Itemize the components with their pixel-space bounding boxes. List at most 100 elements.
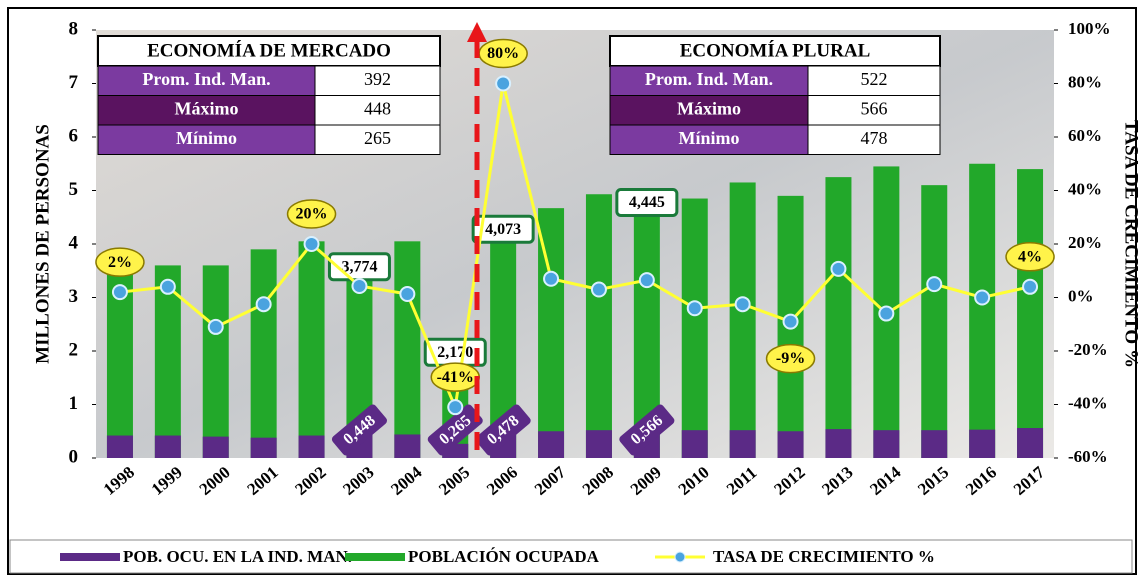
line-value-label: -9% [776, 350, 805, 367]
table-label-cell [97, 95, 316, 126]
bar [585, 430, 612, 458]
line-point [590, 281, 607, 298]
line-point [495, 75, 512, 92]
bar [969, 429, 996, 458]
bar [538, 431, 565, 458]
bar [202, 436, 229, 458]
annotation: 3,774 [341, 258, 377, 275]
y2-axis-title: TASA DE CRECIMIENTO % [1121, 120, 1142, 368]
y2-tick-label: -20% [1068, 340, 1108, 359]
table-value: 566 [861, 99, 888, 119]
bar [873, 430, 900, 458]
value-label-bubble [95, 247, 145, 277]
y-tick-label: 0 [69, 446, 79, 467]
line-point [878, 305, 895, 322]
bar [921, 430, 948, 458]
table-value: 392 [364, 69, 391, 89]
divider-arrow [467, 22, 487, 42]
bar-value-label: 0,448 [331, 404, 387, 456]
legend-marker [674, 551, 686, 563]
y2-tick-label: 80% [1068, 72, 1102, 91]
legend-swatch [60, 553, 120, 561]
table-label-cell [97, 65, 316, 96]
y-axis-title: MILLONES DE PERSONAS [32, 124, 53, 364]
table-title: ECONOMÍA DE MERCADO [147, 39, 391, 61]
y-tick-label: 3 [69, 286, 79, 307]
bar [154, 265, 181, 458]
line-point [830, 260, 847, 277]
line [119, 83, 1031, 413]
table-row-label: Mínimo [176, 128, 237, 148]
bar [729, 182, 756, 458]
label-box [475, 404, 531, 456]
y-tick-label: 8 [69, 18, 79, 39]
y2-tick-label: 100% [1068, 19, 1111, 38]
line-point [926, 276, 943, 293]
bar [538, 208, 565, 458]
legend-label: TASA DE CRECIMIENTO % [713, 547, 935, 566]
table-value: 448 [364, 99, 391, 119]
line-point [351, 277, 368, 294]
table-value-cell [314, 95, 441, 126]
line-value-label: -41% [437, 369, 474, 386]
line-point [734, 296, 751, 313]
table-title-cell [609, 35, 941, 67]
line-point [303, 236, 320, 252]
table-value-cell [807, 95, 941, 126]
bar [585, 194, 612, 458]
bar [777, 431, 804, 458]
bar [681, 430, 708, 458]
y-tick-label: 1 [69, 393, 79, 414]
y2-tick-label: 40% [1068, 179, 1102, 198]
line-point [974, 289, 991, 306]
line-value-label: 2% [108, 254, 132, 271]
label-box [619, 404, 675, 456]
y2-tick-label: -40% [1068, 393, 1108, 412]
table-row-label: Mínimo [679, 128, 740, 148]
bar [394, 241, 421, 458]
bar [1017, 169, 1044, 458]
y-tick-label: 6 [69, 125, 79, 146]
line-point [111, 284, 128, 301]
legend-label: POB. OCU. EN LA IND. MAN. [123, 547, 352, 566]
line-point [782, 313, 799, 330]
bar [106, 435, 133, 458]
y2-tick-label: 20% [1068, 233, 1102, 252]
line-value-label: 20% [296, 206, 328, 223]
annotation: 4,073 [485, 221, 521, 238]
plot: 0,448 0,265 0,478 0,5663,7742,1704,0734,445… [95, 38, 1055, 459]
line-point [686, 300, 703, 317]
bar [394, 434, 421, 458]
table-value-cell [807, 65, 941, 96]
label-box [427, 404, 483, 456]
value-label-bubble [286, 199, 337, 229]
annotation-box [615, 188, 679, 217]
table-row-label: Máximo [175, 99, 239, 119]
y2-tick-label: 0% [1068, 286, 1094, 305]
annotation: 2,170 [437, 344, 473, 361]
table-title: ECONOMÍA PLURAL [680, 39, 871, 61]
table-label-cell [609, 124, 809, 155]
label-box [331, 404, 387, 456]
legend-swatch [345, 553, 405, 561]
line-point [638, 272, 655, 289]
annotation: 4,445 [629, 194, 665, 211]
bar [298, 435, 325, 458]
bar [250, 437, 277, 458]
line-point [159, 278, 176, 295]
table-value-cell [314, 124, 441, 155]
bar [729, 430, 756, 458]
line-point [255, 296, 272, 313]
line-point [207, 318, 224, 335]
legend [9, 539, 1133, 574]
y2-tick-label: -60% [1068, 447, 1108, 466]
bar [250, 249, 277, 458]
line-value-label: 80% [487, 45, 519, 62]
y-tick-label: 7 [69, 72, 79, 93]
line-point [447, 399, 464, 416]
bar [825, 429, 852, 458]
table-value-cell [807, 124, 941, 155]
table-value: 265 [364, 128, 391, 148]
legend-label: POBLACIÓN OCUPADA [408, 547, 600, 566]
